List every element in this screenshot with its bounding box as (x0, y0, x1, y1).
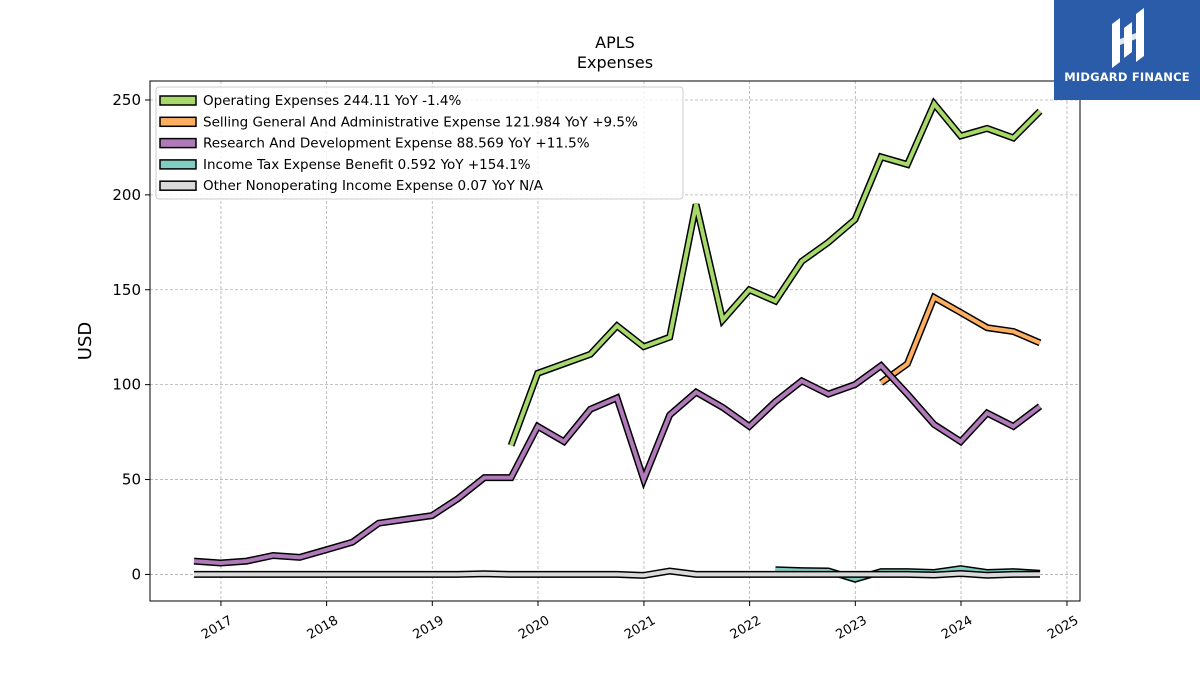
y-tick-label: 50 (122, 471, 141, 489)
series-line-outline (193, 361, 1043, 567)
series-line (509, 100, 1042, 447)
series-line (194, 568, 1041, 578)
legend-box (155, 86, 684, 200)
x-tick-label: 2025 (1045, 613, 1081, 643)
legend-swatch (159, 180, 197, 191)
legend-label: Other Nonoperating Income Expense 0.07 Y… (203, 178, 544, 194)
x-tick-label: 2017 (199, 613, 235, 643)
legend-label: Selling General And Administrative Expen… (203, 114, 638, 130)
legend: Operating Expenses 244.11 YoY -1.4% Selli… (155, 86, 684, 200)
legend-label: Operating Expenses 244.11 YoY -1.4% (203, 93, 462, 109)
chart-subtitle: Expenses (577, 53, 653, 72)
x-tick-label: 2023 (833, 613, 869, 643)
y-tick-label: 0 (131, 565, 141, 583)
plot-frame (149, 80, 1081, 602)
legend-swatch (159, 137, 197, 149)
y-axis-label: USD (75, 322, 96, 360)
y-tick-label: 100 (112, 376, 141, 394)
x-tick-label: 2020 (516, 613, 552, 643)
x-tick-label: 2022 (728, 613, 764, 643)
brand-name: MIDGARD FINANCE (1064, 70, 1190, 84)
x-tick-label: 2024 (939, 613, 975, 643)
x-tick-label: 2021 (622, 613, 658, 643)
y-tick-label: 200 (112, 186, 141, 204)
y-tick-label: 250 (112, 91, 141, 109)
brand-logo: MIDGARD FINANCE (1054, 0, 1200, 100)
chart-title: APLS (595, 33, 635, 52)
brand-logo-icon (1112, 8, 1144, 68)
legend-label: Research And Development Expense 88.569 … (203, 136, 590, 152)
series-line (879, 294, 1041, 385)
x-tick-label: 2018 (305, 613, 341, 643)
series-line (193, 363, 1042, 566)
legend-swatch (159, 116, 197, 128)
legend-swatch (159, 95, 197, 106)
y-tick-label: 150 (112, 281, 141, 299)
series-lines (193, 97, 1043, 583)
legend-swatch (159, 159, 197, 170)
x-tick-label: 2019 (410, 613, 446, 643)
legend-label: Income Tax Expense Benefit 0.592 YoY +15… (203, 157, 531, 173)
